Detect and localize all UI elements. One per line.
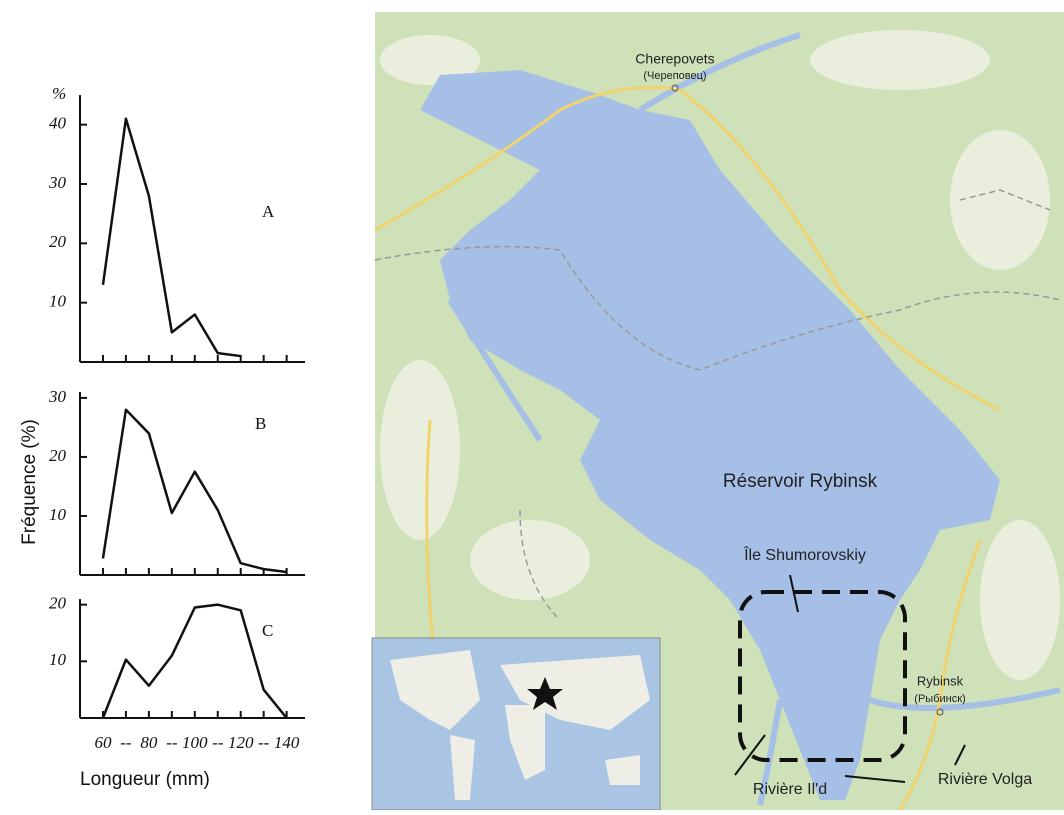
y-tick-label: 20 xyxy=(49,594,67,613)
x-tick-label: 60 xyxy=(94,733,112,752)
clearing xyxy=(380,360,460,540)
x-tick-label: 140 xyxy=(274,733,300,752)
y-tick-label: 30 xyxy=(48,387,67,406)
x-tick-label: -- xyxy=(166,733,178,752)
panel-label: A xyxy=(262,202,275,221)
data-line xyxy=(103,605,287,718)
clearing xyxy=(980,520,1060,680)
x-tick-label: 100 xyxy=(182,733,208,752)
map-label: Rivière Il'd xyxy=(753,781,827,798)
x-tick-label: 80 xyxy=(140,733,158,752)
map: Cherepovets (Череповец) Réservoir Rybinsk Î… xyxy=(372,12,1064,810)
figure: Cherepovets (Череповец) Réservoir Rybinsk Î… xyxy=(0,0,1064,810)
data-line xyxy=(103,119,241,356)
map-label: Cherepovets xyxy=(635,51,714,67)
y-tick-label: 40 xyxy=(49,114,67,133)
map-label: Réservoir Rybinsk xyxy=(723,471,878,492)
data-line xyxy=(103,410,287,572)
y-tick-label: 10 xyxy=(49,505,67,524)
map-label: Rivière Volga xyxy=(938,771,1032,788)
inset-map xyxy=(372,638,660,810)
clearing xyxy=(470,520,590,600)
map-label: Rybinsk xyxy=(917,673,964,688)
y-tick-label: 20 xyxy=(49,232,67,251)
x-axis-title: Longueur (mm) xyxy=(80,769,210,790)
x-tick-label: -- xyxy=(212,733,224,752)
panel-label: B xyxy=(255,414,266,433)
continent xyxy=(605,755,640,785)
y-unit-label: % xyxy=(52,84,66,103)
x-tick-label: -- xyxy=(258,733,270,752)
charts: 10203040%A102030B102060--80--100--120--1… xyxy=(48,84,305,752)
x-tick-label: -- xyxy=(120,733,132,752)
y-tick-label: 10 xyxy=(49,650,67,669)
map-label: (Рыбинск) xyxy=(914,693,965,705)
clearing xyxy=(950,130,1050,270)
map-label: (Череповец) xyxy=(643,70,706,82)
page: {"figure": {"ylabel": "Fréquence (%)", "… xyxy=(0,0,1064,810)
panel-label: C xyxy=(262,621,273,640)
clearing xyxy=(810,30,990,90)
y-tick-label: 10 xyxy=(49,292,67,311)
map-label: Île Shumorovskiy xyxy=(743,545,866,564)
x-tick-label: 120 xyxy=(228,733,254,752)
y-tick-label: 30 xyxy=(48,173,67,192)
y-tick-label: 20 xyxy=(49,446,67,465)
y-axis-title: Fréquence (%) xyxy=(19,419,40,545)
